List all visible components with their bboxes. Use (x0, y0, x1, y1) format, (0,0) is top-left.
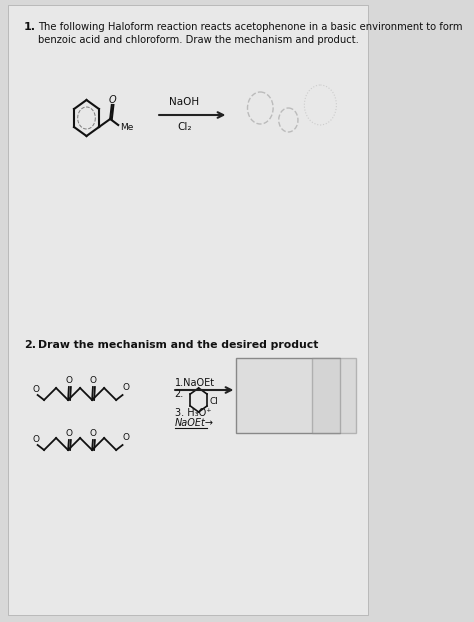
Bar (312, 358, 356, 433)
Text: O: O (65, 429, 73, 438)
Text: O: O (90, 429, 96, 438)
Text: O: O (109, 95, 117, 105)
Text: O: O (33, 435, 40, 444)
Text: O: O (123, 433, 129, 442)
Text: NaOEt→: NaOEt→ (174, 418, 214, 428)
Text: O: O (90, 376, 96, 385)
Text: The following Haloform reaction reacts acetophenone in a basic environment to fo: The following Haloform reaction reacts a… (38, 22, 463, 32)
Text: O: O (123, 383, 129, 392)
Text: O: O (33, 385, 40, 394)
Text: Me: Me (120, 123, 134, 131)
Text: Cl₂: Cl₂ (177, 122, 191, 132)
Text: O: O (65, 376, 73, 385)
Text: Cl: Cl (210, 397, 219, 407)
Text: 2.: 2. (174, 389, 184, 399)
Text: 2.: 2. (24, 340, 36, 350)
Text: 1.NaOEt: 1.NaOEt (174, 378, 215, 388)
Text: Draw the mechanism and the desired product: Draw the mechanism and the desired produ… (38, 340, 319, 350)
Bar (236, 358, 340, 433)
Text: 3. H₃O⁺: 3. H₃O⁺ (174, 408, 211, 418)
Text: NaOH: NaOH (169, 97, 199, 107)
Text: 1.: 1. (24, 22, 36, 32)
Text: benzoic acid and chloroform. Draw the mechanism and product.: benzoic acid and chloroform. Draw the me… (38, 35, 359, 45)
